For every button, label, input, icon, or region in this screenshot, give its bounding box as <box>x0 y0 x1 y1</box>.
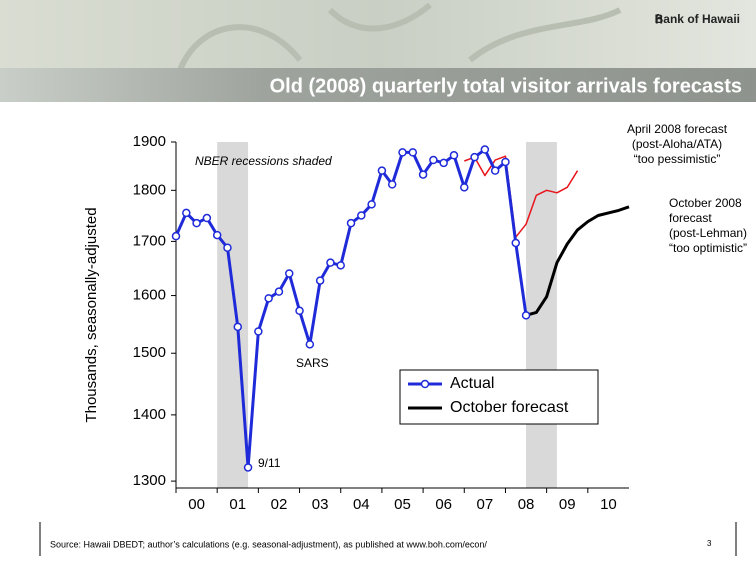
data-point <box>203 215 210 222</box>
data-point <box>420 171 427 178</box>
data-point <box>317 277 324 284</box>
annotation: 9/11 <box>258 456 281 470</box>
data-point <box>348 220 355 227</box>
slide: ɦ Bank of Hawaii Old (2008) quarterly to… <box>0 0 756 562</box>
data-point <box>255 328 262 335</box>
legend-label: Actual <box>450 375 494 392</box>
annotation: October 2008 <box>669 196 742 210</box>
data-point <box>389 181 396 188</box>
x-tick-label: 03 <box>312 496 329 513</box>
y-tick-label: 1800 <box>133 181 166 198</box>
data-point <box>173 233 180 240</box>
chart: ɦ Bank of Hawaii Old (2008) quarterly to… <box>0 0 756 562</box>
x-tick-label: 07 <box>477 496 494 513</box>
data-point <box>265 295 272 302</box>
annotation: forecast <box>669 211 712 225</box>
data-point <box>337 262 344 269</box>
annotation: “too pessimistic” <box>634 152 721 166</box>
data-point <box>327 259 334 266</box>
slide-title: Old (2008) quarterly total visitor arriv… <box>270 75 742 97</box>
x-tick-label: 09 <box>559 496 576 513</box>
data-point <box>275 288 282 295</box>
data-point <box>183 209 190 216</box>
y-axis-title: Thousands, seasonally-adjusted <box>83 207 100 422</box>
data-point <box>450 152 457 159</box>
y-tick-label: 1400 <box>133 406 166 423</box>
annotation: SARS <box>296 356 329 370</box>
x-tick-label: 08 <box>518 496 535 513</box>
data-point <box>461 184 468 191</box>
x-tick-label: 02 <box>271 496 288 513</box>
page-number: 3 <box>707 539 712 548</box>
annotation: April 2008 forecast <box>627 122 728 136</box>
data-point <box>306 341 313 348</box>
recession-shade <box>217 142 248 488</box>
data-point <box>523 312 530 319</box>
legend-marker <box>422 381 429 388</box>
source: Source: Hawaii DBEDT; author’s calculati… <box>50 539 487 549</box>
y-tick-label: 1700 <box>133 232 166 249</box>
x-tick-label: 10 <box>600 496 617 513</box>
data-point <box>502 158 509 165</box>
y-tick-label: 1300 <box>133 472 166 489</box>
data-point <box>481 146 488 153</box>
annotation: (post-Aloha/ATA) <box>632 137 722 151</box>
data-point <box>492 167 499 174</box>
x-tick-label: 01 <box>229 496 246 513</box>
series-line <box>464 156 577 237</box>
annotation: NBER recessions shaded <box>195 154 332 168</box>
legend-label: October forecast <box>450 399 569 416</box>
annotation: (post-Lehman) <box>669 226 747 240</box>
data-point <box>399 149 406 156</box>
data-point <box>409 149 416 156</box>
x-tick-label: 04 <box>353 496 370 513</box>
data-point <box>224 244 231 251</box>
x-tick-label: 06 <box>435 496 452 513</box>
y-tick-label: 1600 <box>133 287 166 304</box>
data-point <box>193 220 200 227</box>
data-point <box>214 232 221 239</box>
data-point <box>430 157 437 164</box>
brand: Bank of Hawaii <box>655 12 740 26</box>
y-tick-label: 1900 <box>133 133 166 150</box>
y-tick-label: 1500 <box>133 344 166 361</box>
data-point <box>296 307 303 314</box>
data-point <box>368 201 375 208</box>
data-point <box>358 212 365 219</box>
data-point <box>245 464 252 471</box>
data-point <box>471 154 478 161</box>
data-point <box>440 159 447 166</box>
data-point <box>512 239 519 246</box>
data-point <box>286 270 293 277</box>
annotation: “too optimistic” <box>669 241 747 255</box>
x-tick-label: 00 <box>188 496 205 513</box>
x-tick-label: 05 <box>394 496 411 513</box>
data-point <box>234 323 241 330</box>
data-point <box>378 167 385 174</box>
